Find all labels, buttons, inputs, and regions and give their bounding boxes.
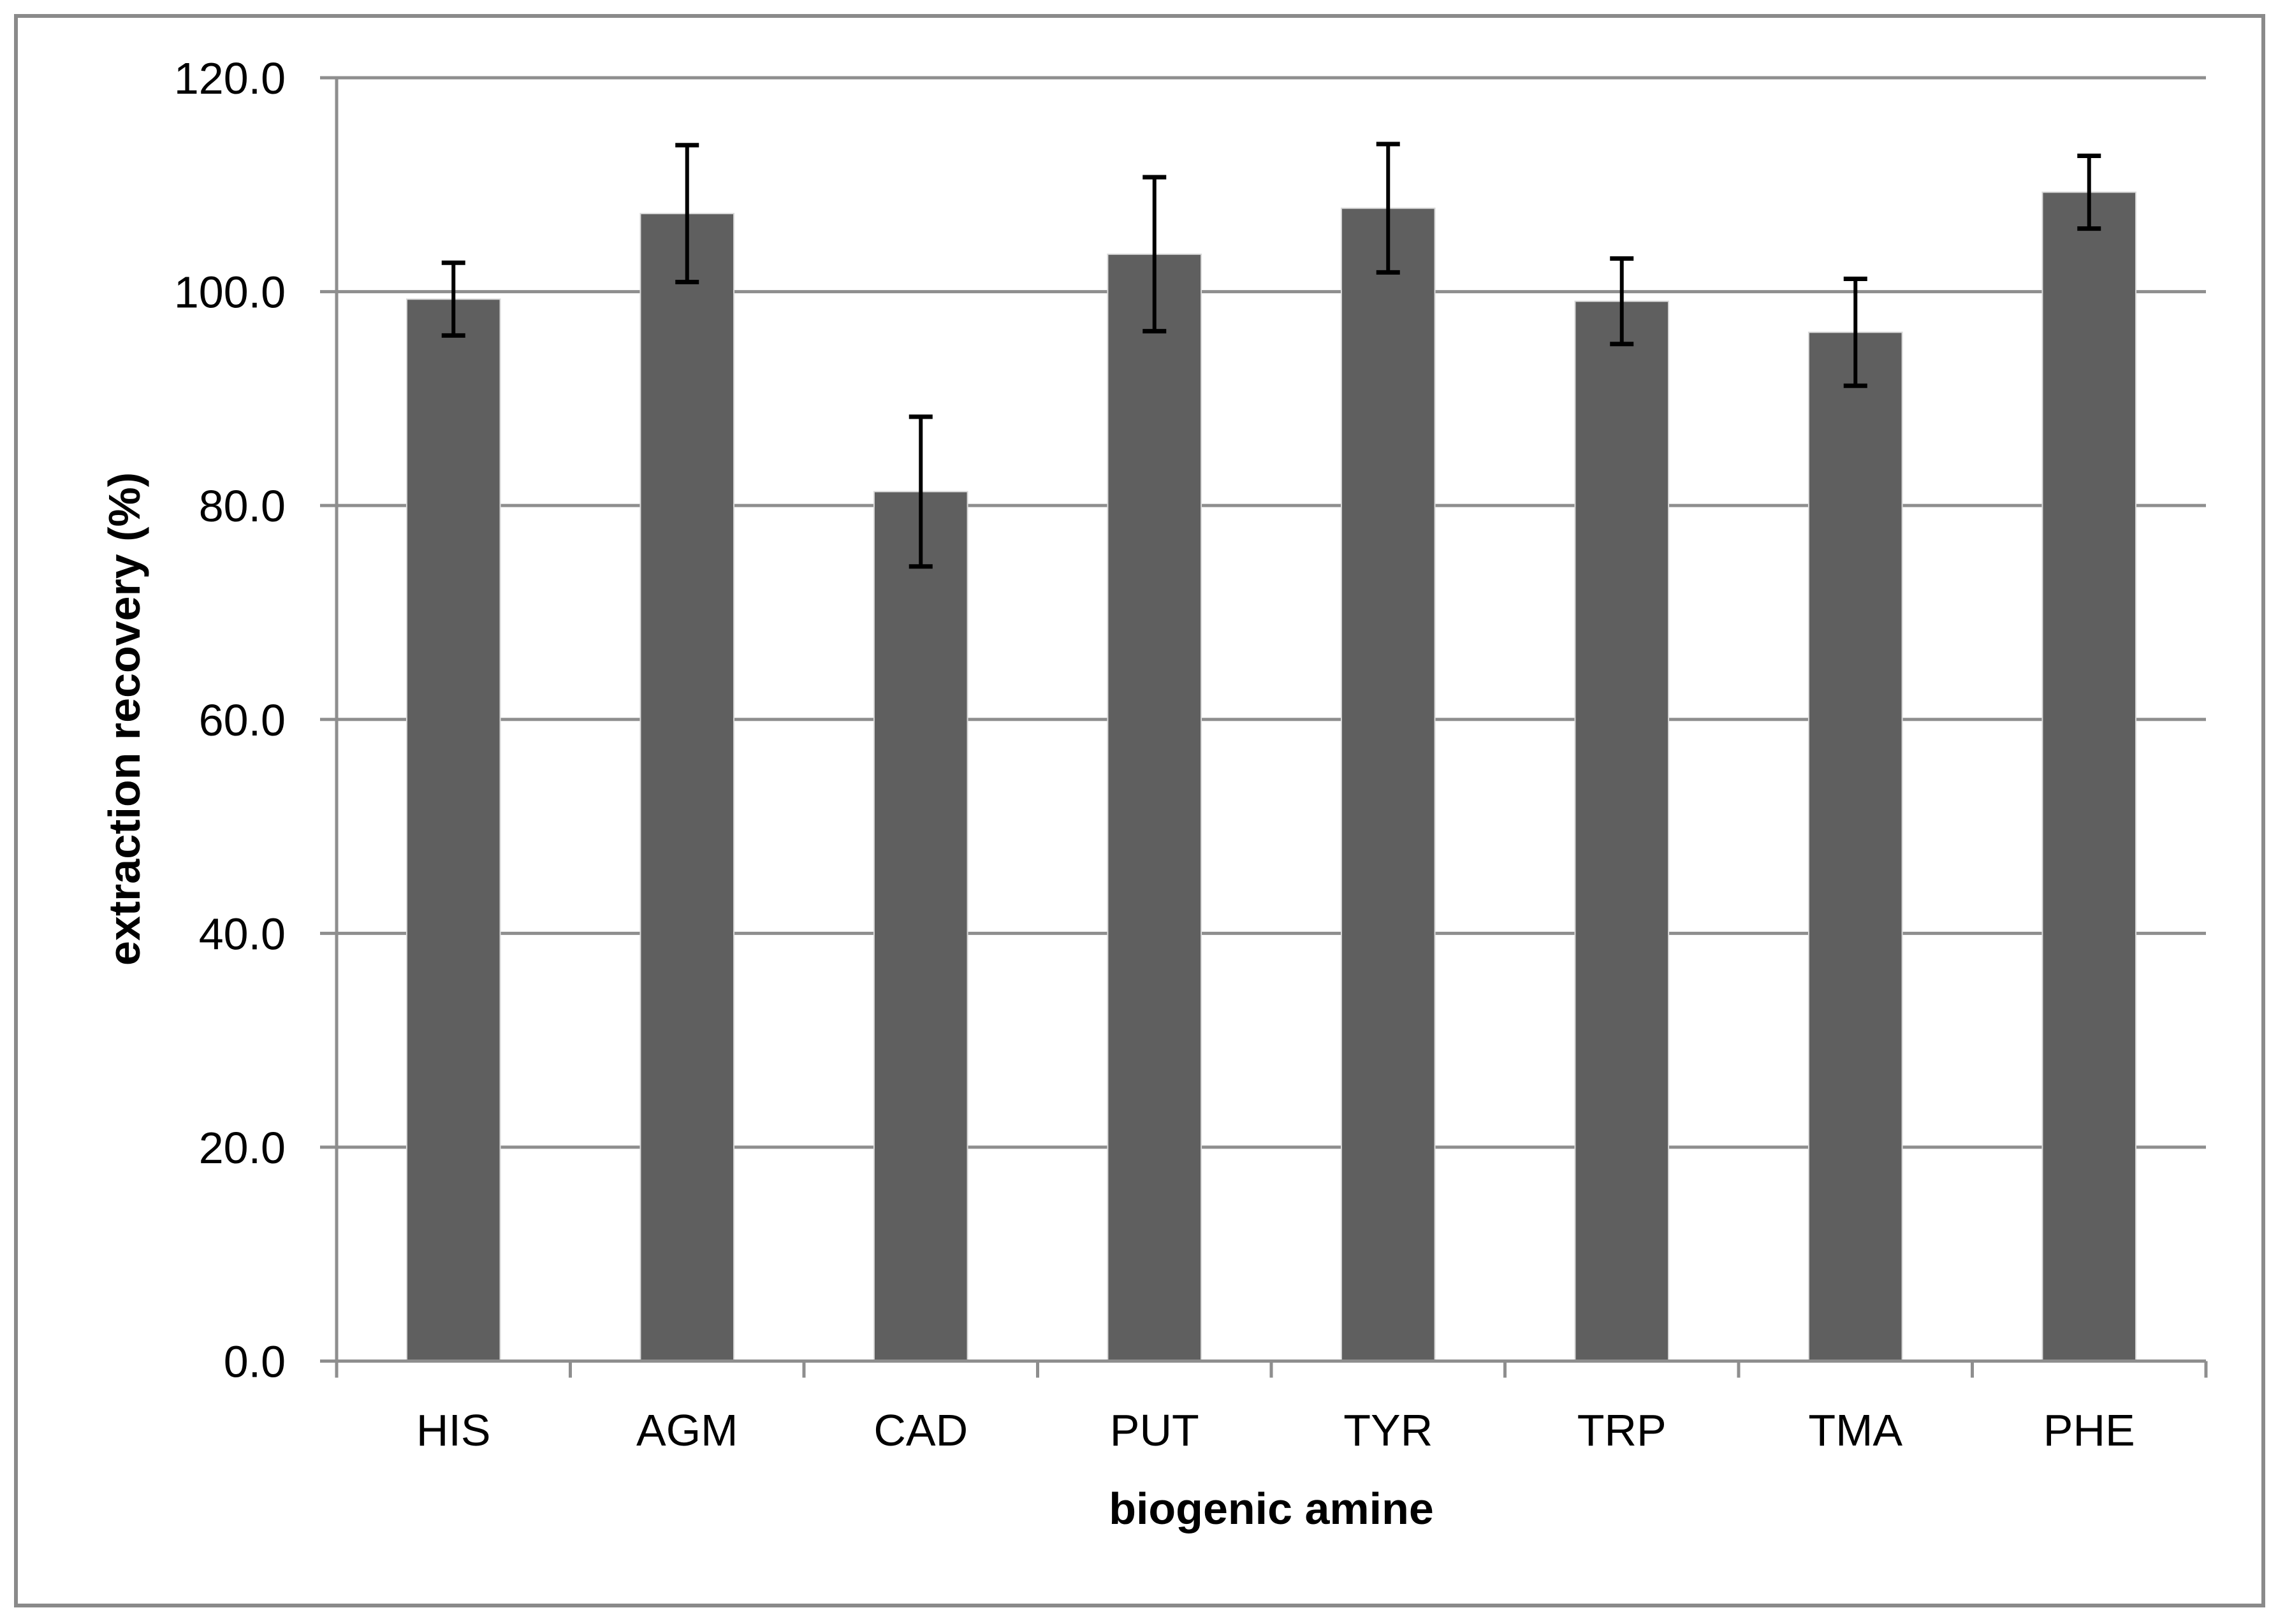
x-tick-label-TMA: TMA	[1808, 1405, 1902, 1455]
x-tick-label-HIS: HIS	[416, 1405, 491, 1455]
x-tick-label-PHE: PHE	[2043, 1405, 2135, 1455]
y-axis-title: extraction recovery (%)	[99, 472, 149, 966]
bar-PHE	[2041, 191, 2137, 1362]
x-tick-label-AGM: AGM	[636, 1405, 738, 1455]
x-tick-label-PUT: PUT	[1110, 1405, 1199, 1455]
y-tick-label-20.0: 20.0	[199, 1123, 286, 1173]
y-tick-label-120.0: 120.0	[174, 54, 286, 103]
y-tick-label-40.0: 40.0	[199, 909, 286, 959]
y-tick-label-60.0: 60.0	[199, 695, 286, 745]
x-tick-label-CAD: CAD	[873, 1405, 968, 1455]
bar-TMA	[1807, 331, 1903, 1362]
bar-TYR	[1340, 207, 1436, 1362]
y-tick-label-80.0: 80.0	[199, 481, 286, 531]
x-tick-label-TRP: TRP	[1577, 1405, 1667, 1455]
bar-CAD	[873, 491, 968, 1362]
y-tick-label-100.0: 100.0	[174, 268, 286, 317]
x-tick-label-TYR: TYR	[1343, 1405, 1433, 1455]
bar-HIS	[405, 298, 501, 1362]
y-tick-label-0.0: 0.0	[224, 1337, 286, 1387]
bar-TRP	[1574, 300, 1670, 1362]
x-axis-title: biogenic amine	[1109, 1484, 1434, 1533]
bar-AGM	[639, 213, 735, 1362]
bar-PUT	[1107, 253, 1202, 1362]
figure-border	[14, 14, 2265, 1607]
